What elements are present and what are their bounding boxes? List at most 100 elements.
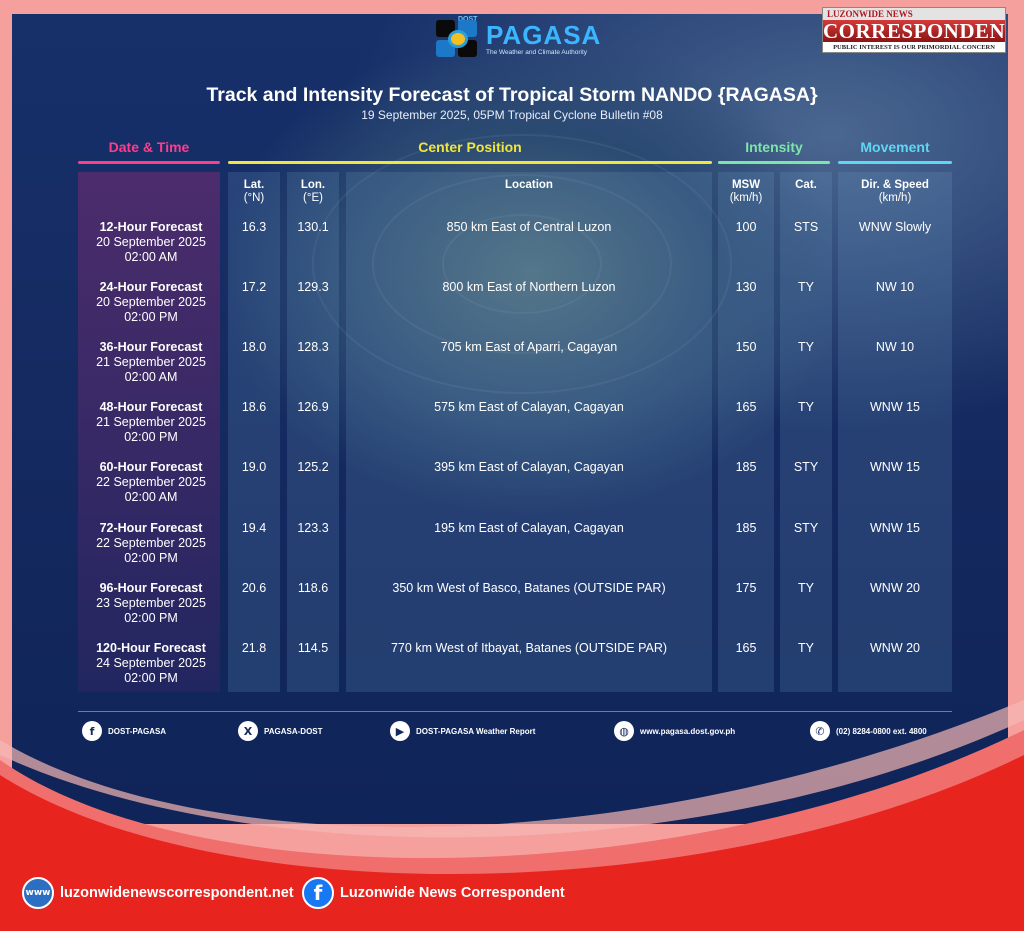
location-cell: 195 km East of Calayan, Cagayan <box>434 521 624 535</box>
lat-cell: 18.0 <box>241 340 267 354</box>
panel-lat <box>228 172 280 692</box>
movement-cell: NW 10 <box>875 280 915 294</box>
phone-icon: ✆ <box>810 721 830 741</box>
date-time-underline <box>78 161 220 164</box>
youtube-icon: ▶ <box>390 721 410 741</box>
panel-location <box>346 172 712 692</box>
table-row: 60-Hour Forecast 22 September 2025 02:00 A… <box>0 460 1024 520</box>
msw-cell: 185 <box>735 460 757 474</box>
brand-top: LUZONWIDE NEWS <box>823 8 1005 20</box>
panel-movement <box>838 172 952 692</box>
panel-date-time <box>78 172 220 692</box>
footer-phone-label: (02) 8284-0800 ext. 4800 <box>836 726 927 736</box>
logo-name: PAGASA <box>486 19 602 50</box>
date-time-cell: 72-Hour Forecast 22 September 2025 02:00 P… <box>96 521 206 565</box>
lat-cell: 17.2 <box>241 280 267 294</box>
storm-swirl <box>312 134 732 394</box>
cat-cell: STY <box>793 460 819 474</box>
infographic-card <box>12 14 1008 824</box>
lat-cell: 19.0 <box>241 460 267 474</box>
panel-lon <box>287 172 339 692</box>
msw-cell: 185 <box>735 521 757 535</box>
cat-cell: TY <box>798 641 814 655</box>
page-title: Track and Intensity Forecast of Tropical… <box>206 84 818 106</box>
location-cell: 705 km East of Aparri, Cagayan <box>440 340 618 354</box>
lat-cell: 20.6 <box>241 581 267 595</box>
table-row: 12-Hour Forecast 20 September 2025 02:00 A… <box>0 220 1024 280</box>
facebook-icon: f <box>82 721 102 741</box>
subheader-msw: MSW (km/h) <box>729 179 763 204</box>
correspondent-brand: LUZONWIDE NEWS CORRESPONDENT PUBLIC INTE… <box>822 7 1006 53</box>
subheader-cat: Cat. <box>795 179 817 191</box>
table-row: 96-Hour Forecast 23 September 2025 02:00 P… <box>0 581 1024 641</box>
bottom-website-label: luzonwidenewscorrespondent.net <box>60 885 294 901</box>
logo-dost-text: DOST <box>458 16 477 23</box>
lat-cell: 18.6 <box>241 400 267 414</box>
table-row: 36-Hour Forecast 21 September 2025 02:00 A… <box>0 340 1024 400</box>
location-cell: 575 km East of Calayan, Cagayan <box>434 400 624 414</box>
date-time-cell: 120-Hour Forecast 24 September 2025 02:00 … <box>96 641 206 685</box>
lon-cell: 126.9 <box>297 400 329 414</box>
msw-cell: 150 <box>735 340 757 354</box>
lat-cell: 16.3 <box>241 220 267 234</box>
footer-website[interactable]: ◍ www.pagasa.dost.gov.ph <box>614 721 735 741</box>
footer-youtube-label: DOST-PAGASA Weather Report <box>416 726 536 736</box>
brand-name: CORRESPONDENT <box>823 19 1006 43</box>
center-position-underline <box>228 161 712 164</box>
movement-cell: WNW 15 <box>870 400 920 414</box>
msw-cell: 175 <box>735 581 757 595</box>
subheader-lon: Lon. (°E) <box>300 179 326 204</box>
footer-x[interactable]: X PAGASA-DOST <box>238 721 323 741</box>
footer-facebook[interactable]: f DOST-PAGASA <box>82 721 166 741</box>
bottom-facebook[interactable]: f Luzonwide News Correspondent <box>302 877 565 909</box>
header-movement: Movement <box>860 139 930 155</box>
msw-cell: 165 <box>735 641 757 655</box>
intensity-underline <box>718 161 830 164</box>
lat-cell: 21.8 <box>241 641 267 655</box>
storm-eye <box>442 214 602 314</box>
lon-cell: 114.5 <box>297 641 329 655</box>
location-cell: 850 km East of Central Luzon <box>446 220 612 234</box>
globe-icon: ◍ <box>614 721 634 741</box>
footer-phone[interactable]: ✆ (02) 8284-0800 ext. 4800 <box>810 721 927 741</box>
cat-cell: TY <box>798 400 814 414</box>
red-wave-band <box>0 700 1024 931</box>
movement-cell: WNW 20 <box>870 581 920 595</box>
header-date-time: Date & Time <box>108 139 190 155</box>
lon-cell: 128.3 <box>297 340 329 354</box>
footer-youtube[interactable]: ▶ DOST-PAGASA Weather Report <box>390 721 535 741</box>
cat-cell: TY <box>798 280 814 294</box>
movement-cell: WNW 15 <box>870 460 920 474</box>
date-time-cell: 12-Hour Forecast 20 September 2025 02:00 A… <box>96 220 206 264</box>
subheader-lat: Lat. (°N) <box>243 179 265 204</box>
msw-cell: 165 <box>735 400 757 414</box>
bottom-website[interactable]: www luzonwidenewscorrespondent.net <box>22 877 294 909</box>
date-time-cell: 96-Hour Forecast 23 September 2025 02:00 P… <box>96 581 206 625</box>
globe-icon: www <box>22 877 54 909</box>
location-cell: 350 km West of Basco, Batanes (OUTSIDE P… <box>392 581 666 595</box>
footer-divider <box>78 711 952 712</box>
storm-swirl <box>372 174 672 354</box>
lon-cell: 123.3 <box>297 521 329 535</box>
movement-cell: WNW Slowly <box>858 220 932 234</box>
movement-cell: NW 10 <box>875 340 915 354</box>
header-intensity: Intensity <box>745 139 803 155</box>
logo-tagline: The Weather and Climate Authority <box>486 48 588 56</box>
header-center-position: Center Position <box>418 139 522 155</box>
date-time-cell: 24-Hour Forecast 20 September 2025 02:00 P… <box>96 280 206 324</box>
lon-cell: 118.6 <box>297 581 329 595</box>
location-cell: 800 km East of Northern Luzon <box>442 280 616 294</box>
footer-website-label: www.pagasa.dost.gov.ph <box>640 726 736 736</box>
location-cell: 395 km East of Calayan, Cagayan <box>434 460 624 474</box>
movement-underline <box>838 161 952 164</box>
x-icon: X <box>238 721 258 741</box>
date-time-cell: 36-Hour Forecast 21 September 2025 02:00 A… <box>96 340 206 384</box>
cat-cell: TY <box>798 340 814 354</box>
table-row: 48-Hour Forecast 21 September 2025 02:00 P… <box>0 400 1024 460</box>
page-subtitle: 19 September 2025, 05PM Tropical Cyclone… <box>361 108 663 122</box>
footer-x-label: PAGASA-DOST <box>264 726 323 736</box>
footer-facebook-label: DOST-PAGASA <box>108 726 167 736</box>
lon-cell: 130.1 <box>297 220 329 234</box>
table-row: 24-Hour Forecast 20 September 2025 02:00 P… <box>0 280 1024 340</box>
pagasa-emblem-icon <box>436 20 478 58</box>
